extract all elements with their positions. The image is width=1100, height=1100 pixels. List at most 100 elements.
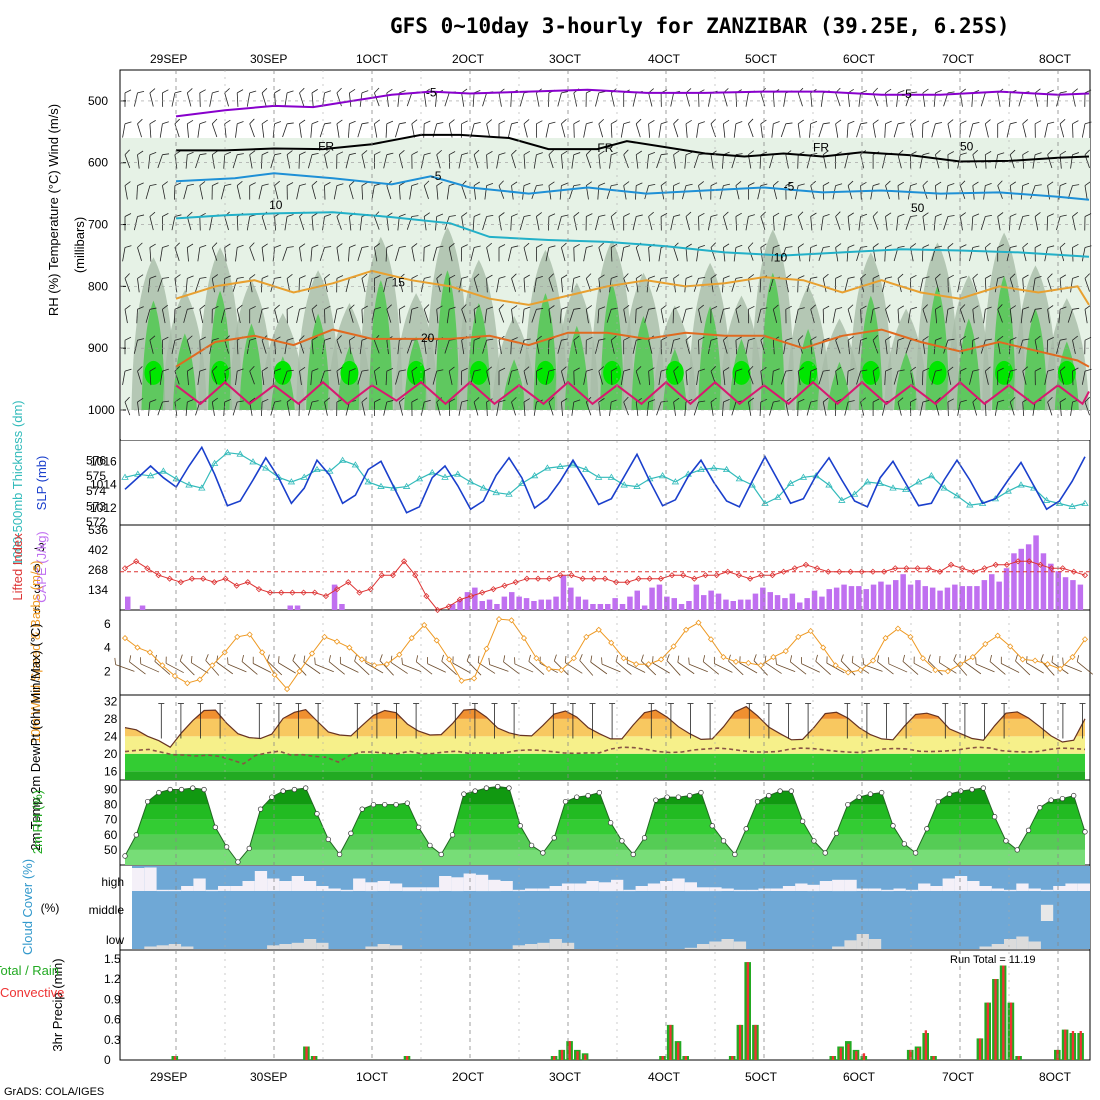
wind-barb-staff — [336, 340, 342, 354]
wind-barb — [748, 365, 754, 385]
wind-barb-flag — [872, 243, 879, 248]
wind-barb-staff — [209, 92, 213, 107]
wind-barb — [311, 304, 318, 323]
wind-barb-staff — [598, 154, 601, 169]
wind-barb-staff — [922, 309, 928, 323]
wind-barb-staff — [286, 154, 291, 169]
li-point — [959, 565, 966, 572]
wind10m-barb — [278, 656, 296, 674]
li-ylabel: Lifted Index — [10, 533, 25, 601]
wind-barb — [573, 243, 580, 262]
wind-barb-flag — [486, 338, 494, 341]
li-point — [735, 572, 743, 579]
rh-point — [1048, 797, 1054, 803]
wind-speed-point — [196, 676, 203, 683]
wind-barb-flag — [935, 213, 942, 217]
wind-barb-flag — [897, 397, 904, 403]
wind-barb-flag — [137, 90, 145, 94]
wind-barb-staff — [548, 154, 554, 169]
precip-conv-bar — [677, 1042, 680, 1060]
wind-barb — [573, 335, 580, 354]
rh-point — [280, 788, 286, 794]
wind-barb-flag — [361, 150, 368, 156]
wind-barb — [820, 213, 830, 231]
wind-barb — [361, 273, 368, 293]
wind-barb-staff — [759, 154, 762, 169]
rh-shade-dark — [239, 323, 264, 410]
wind10m-barb — [190, 655, 209, 674]
wind-barb-flag — [710, 182, 718, 186]
wind-barb-staff — [673, 154, 676, 169]
wind-barb — [1072, 367, 1079, 386]
wind-barb-staff — [171, 92, 176, 107]
wind-barb-staff — [806, 401, 812, 416]
wind-barb — [710, 397, 717, 416]
wind-barb-staff — [561, 401, 564, 416]
li-point — [780, 568, 787, 575]
wind-barb-flag — [997, 120, 1004, 125]
rh-point — [574, 794, 580, 800]
wind10m-barb-flag — [826, 656, 828, 664]
li-point — [121, 565, 129, 572]
wind-barb-flag — [374, 398, 381, 403]
wind-barb-staff — [660, 309, 665, 324]
cloud-high-clear — [1028, 888, 1041, 891]
wind-barb-flag — [735, 181, 742, 186]
wind-barb-flag — [623, 336, 630, 341]
wind-barb — [658, 121, 668, 138]
wind-barb-staff — [498, 185, 505, 199]
contour-25C — [175, 380, 1090, 406]
rh-point — [415, 824, 422, 830]
wind-barb-staff — [585, 309, 589, 324]
wind-barb-flag — [199, 336, 206, 341]
wind-barb-staff — [1022, 247, 1027, 262]
wind-barb — [635, 366, 642, 385]
wind-speed-point — [346, 644, 353, 651]
wind-barb — [635, 118, 642, 138]
wind-barb — [232, 400, 244, 416]
wind-barb — [585, 336, 593, 355]
precip-conv-bar — [978, 1038, 982, 1060]
wind10m-barb-flag — [466, 654, 470, 661]
wind10m-barb-flag — [179, 654, 183, 662]
wind-barb-staff — [771, 123, 774, 138]
wind-barb-flag — [361, 90, 369, 94]
wind-barb — [623, 304, 630, 324]
wind-barb-staff — [174, 370, 180, 385]
wind-barb — [548, 149, 554, 169]
wind-barb — [174, 274, 181, 293]
wind-barb — [498, 304, 505, 323]
wind-barb-staff — [943, 340, 949, 354]
wind-barb — [872, 275, 880, 293]
wind-barb — [224, 243, 231, 262]
wind-barb-staff — [149, 123, 152, 138]
wind-barb-flag — [885, 304, 891, 310]
wind-barb-flag — [274, 304, 280, 310]
wind-barb-staff — [336, 216, 342, 230]
li-point — [1026, 558, 1033, 565]
wind-barb-flag — [748, 182, 755, 186]
precip-tick-label: 1.5 — [104, 952, 121, 966]
wind-barb — [698, 212, 705, 231]
wind-barb — [885, 180, 891, 200]
wind-barb — [707, 214, 718, 231]
wind-barb-staff — [881, 401, 886, 416]
wind-barb — [585, 149, 592, 169]
wind-barb — [423, 244, 431, 262]
wind-barb-flag — [324, 369, 332, 372]
contour-label: 50 — [911, 201, 925, 215]
wind-barb-flag — [1010, 245, 1017, 248]
wind-barb — [310, 244, 319, 262]
wind10m-ylabel: 10m Wind Speed & Barbs (m/s) — [28, 561, 43, 744]
wind-barb-flag — [536, 308, 544, 310]
wind10m-barb-staff — [466, 660, 482, 676]
wind-barb — [1058, 306, 1067, 324]
cape-bar — [523, 598, 530, 610]
wind-speed-point — [919, 655, 926, 662]
rh-point — [732, 851, 738, 858]
wind-barb — [561, 242, 567, 262]
wind-barb — [561, 398, 568, 416]
contour-10C — [175, 211, 1090, 258]
cloud-high-clear — [930, 886, 943, 891]
wind-barb-flag — [985, 119, 991, 125]
